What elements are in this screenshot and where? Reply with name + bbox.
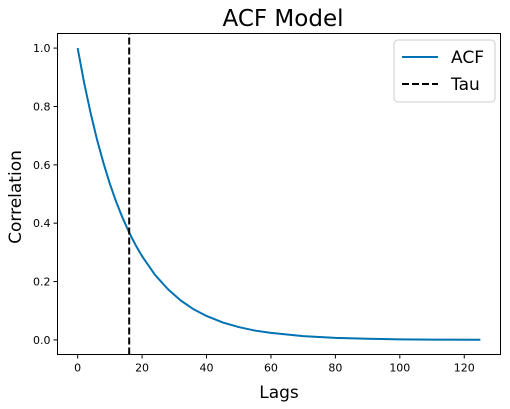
- legend-label-tau: Tau: [450, 75, 480, 95]
- y-tick-label: 0.8: [33, 100, 51, 113]
- x-tick-label: 80: [328, 362, 342, 375]
- x-tick-label: 20: [135, 362, 149, 375]
- x-tick-label: 100: [389, 362, 410, 375]
- legend-label-acf: ACF: [451, 48, 484, 68]
- legend-box: [393, 39, 496, 103]
- x-axis-ticks: 0 20 40 60 80 100 120: [74, 354, 475, 375]
- plot-area: 0 20 40 60 80 100 120 0.0 0.2 0.4 0.6 0.8 1.0: [33, 33, 501, 375]
- series-layer: [76, 33, 481, 355]
- y-tick-label: 0.4: [33, 217, 51, 230]
- chart-title: ACF Model: [223, 6, 344, 32]
- x-tick-label: 40: [200, 362, 214, 375]
- y-axis-ticks: 0.0 0.2 0.4 0.6 0.8 1.0: [33, 42, 58, 347]
- x-axis-label: Lags: [259, 383, 299, 403]
- series-line-acf: [76, 47, 481, 341]
- plot-frame: [57, 33, 501, 355]
- y-tick-label: 0.0: [33, 334, 51, 347]
- y-tick-label: 1.0: [33, 42, 51, 55]
- y-tick-label: 0.2: [33, 276, 51, 289]
- x-tick-label: 120: [454, 362, 475, 375]
- legend: ACF Tau: [393, 39, 496, 103]
- x-tick-label: 60: [264, 362, 278, 375]
- x-tick-label: 0: [74, 362, 81, 375]
- y-tick-label: 0.6: [33, 159, 51, 172]
- y-axis-label: Correlation: [6, 150, 26, 244]
